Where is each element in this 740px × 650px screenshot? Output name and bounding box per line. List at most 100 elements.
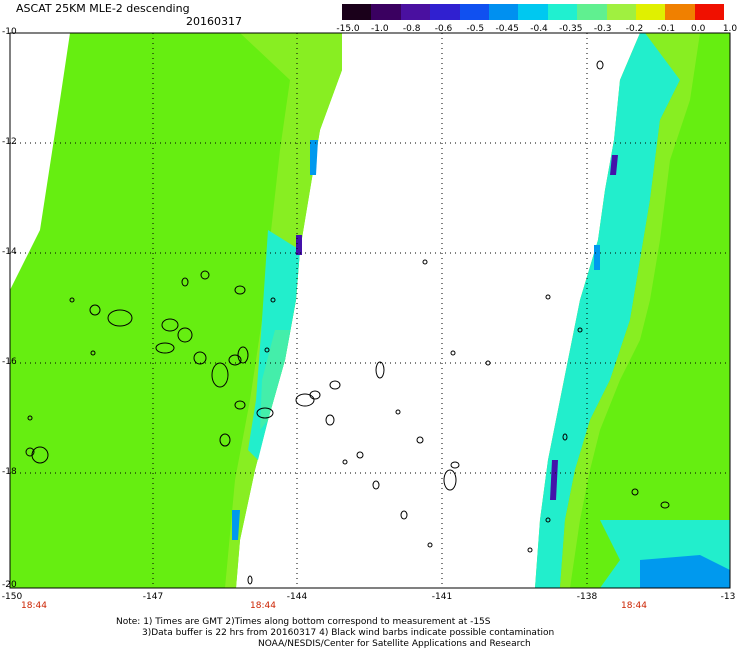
colorbar-swatch xyxy=(488,4,519,20)
island xyxy=(372,480,380,490)
island xyxy=(395,409,401,415)
colorbar-label: -0.4 xyxy=(530,24,548,34)
island xyxy=(342,459,348,465)
colorbar-label: -0.3 xyxy=(593,24,612,34)
colorbar-swatch xyxy=(577,4,607,20)
island xyxy=(631,488,639,496)
island xyxy=(450,461,460,469)
colorbar-swatch xyxy=(342,4,372,20)
y-tick-label: -18 xyxy=(2,467,17,477)
island xyxy=(90,350,96,356)
left-swath-cyan-light xyxy=(260,330,290,430)
colorbar-label: 0.0 xyxy=(690,24,706,34)
colorbar-swatch xyxy=(371,4,401,20)
note-line-3: NOAA/NESDIS/Center for Satellite Applica… xyxy=(258,639,531,649)
island xyxy=(89,304,101,316)
colorbar-label: -0.1 xyxy=(657,24,676,34)
x-tick-label: -138 xyxy=(576,592,598,602)
x-tick-label: -150 xyxy=(1,592,23,602)
x-tick-label: -144 xyxy=(286,592,308,602)
right-swath-bottom-blue xyxy=(640,555,730,588)
island xyxy=(443,469,457,491)
time-label: 18:44 xyxy=(250,601,276,611)
note-line-1: Note: 1) Times are GMT 2)Times along bot… xyxy=(116,617,491,627)
note-line-2: 3)Data buffer is 22 hrs from 20160317 4)… xyxy=(142,628,555,638)
right-swath-blue xyxy=(594,245,600,270)
island xyxy=(356,451,364,459)
island xyxy=(527,547,533,553)
colorbar-swatch xyxy=(518,4,548,20)
island xyxy=(400,510,408,520)
y-tick-label: -20 xyxy=(2,580,17,590)
right-swath-light xyxy=(560,33,700,588)
colorbar-swatch xyxy=(400,4,431,20)
satellite-swaths xyxy=(10,33,730,588)
island-outlines xyxy=(25,60,670,585)
colorbar-swatch xyxy=(430,4,460,20)
colorbar xyxy=(342,4,725,20)
left-swath-blue xyxy=(310,140,318,175)
right-swath-purple-low xyxy=(550,460,558,500)
colorbar-label: -15.0 xyxy=(336,24,360,34)
island xyxy=(427,542,433,548)
x-tick-label: -141 xyxy=(431,592,453,602)
island xyxy=(234,285,246,295)
x-tick-label: -147 xyxy=(142,592,164,602)
map-border xyxy=(9,32,731,589)
colorbar-label: -1.0 xyxy=(371,24,389,34)
y-tick-label: -14 xyxy=(2,247,17,257)
island xyxy=(234,400,246,410)
island xyxy=(416,436,424,444)
island xyxy=(270,297,276,303)
island xyxy=(295,393,315,407)
colorbar-label: -0.6 xyxy=(434,24,453,34)
island xyxy=(660,501,670,509)
island xyxy=(31,446,49,464)
island xyxy=(181,277,189,287)
island xyxy=(596,60,604,70)
colorbar-labels: -15.0 -1.0 -0.8 -0.6 -0.5 -0.45 -0.4 -0.35 -0.3 -… xyxy=(330,24,737,36)
island xyxy=(107,309,133,327)
island xyxy=(200,270,210,280)
island xyxy=(450,350,456,356)
y-tick-label: -12 xyxy=(2,137,17,147)
lat-lon-grid xyxy=(10,33,730,588)
island xyxy=(375,361,385,379)
time-label: 18:44 xyxy=(21,601,47,611)
colorbar-label: -0.2 xyxy=(625,24,644,34)
island xyxy=(545,294,551,300)
right-swath-purple xyxy=(610,155,618,175)
island xyxy=(219,433,231,447)
island xyxy=(237,346,249,364)
island xyxy=(309,390,321,400)
left-swath-purple xyxy=(296,235,302,255)
island xyxy=(161,318,179,332)
island xyxy=(247,575,253,585)
product-title: ASCAT 25KM MLE-2 descending xyxy=(16,2,190,15)
colorbar-label: -0.45 xyxy=(495,24,519,34)
colorbar-swatch xyxy=(459,4,489,20)
island xyxy=(485,360,491,366)
island xyxy=(545,517,551,523)
island xyxy=(256,407,274,419)
product-date: 20160317 xyxy=(186,15,242,28)
island xyxy=(228,354,242,366)
island xyxy=(325,414,335,426)
island xyxy=(562,433,568,441)
colorbar-swatch xyxy=(694,4,725,20)
island xyxy=(329,380,341,390)
colorbar-label: -0.5 xyxy=(466,24,485,34)
y-tick-label: -10 xyxy=(2,27,17,37)
colorbar-label: -0.35 xyxy=(559,24,583,34)
island xyxy=(155,342,175,354)
island xyxy=(211,362,229,388)
left-swath-blue-bottom xyxy=(232,510,240,540)
colorbar-swatch xyxy=(547,4,578,20)
island xyxy=(193,351,207,365)
island xyxy=(25,447,35,457)
colorbar-swatch xyxy=(635,4,666,20)
island xyxy=(577,327,583,333)
y-tick-label: -16 xyxy=(2,357,17,367)
island xyxy=(422,259,428,265)
